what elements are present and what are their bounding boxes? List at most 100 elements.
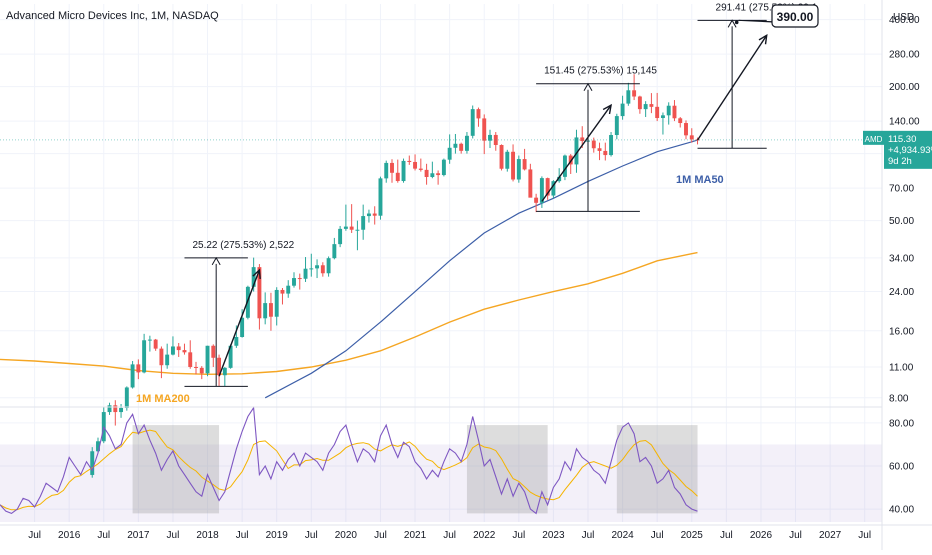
candle [211, 344, 216, 367]
candle [568, 154, 573, 174]
candle-body [217, 357, 222, 376]
rsi-tick-label: 60.00 [889, 462, 914, 473]
candle-body [476, 109, 481, 119]
candle [107, 402, 112, 415]
candle [672, 100, 677, 122]
candle [292, 272, 296, 288]
candle-body [153, 339, 158, 349]
candle-body [539, 178, 544, 203]
candle-body [240, 317, 245, 337]
candle-body [528, 169, 533, 198]
moving-average-group: 1M MA200 1M MA50 [0, 139, 724, 405]
candle-body [522, 159, 527, 170]
candle [643, 101, 648, 118]
candle-body [274, 289, 279, 317]
candle-body [488, 134, 492, 141]
candle [464, 132, 469, 154]
price-tick-label: 11.00 [889, 362, 914, 373]
candle-body [459, 143, 464, 151]
price-tick-label: 200.00 [889, 82, 920, 93]
projection-arrowhead [758, 33, 768, 45]
time-tick-label: 2025 [681, 530, 704, 541]
candle-body [689, 135, 694, 140]
projection-arrow [218, 268, 261, 377]
target-box [771, 4, 819, 28]
candle-body [124, 387, 129, 408]
ma200-line [0, 251, 698, 376]
time-tick-label: 2016 [58, 530, 81, 541]
candle-body [470, 109, 475, 136]
candle-body [326, 258, 331, 274]
candle-body [418, 168, 423, 170]
candle [90, 447, 95, 478]
price-tick-label: 8.00 [889, 393, 909, 404]
time-tick-label: Jul [789, 530, 802, 541]
candle-body [407, 160, 412, 162]
candle-body [268, 303, 273, 317]
rsi-highlight-box [616, 425, 698, 514]
candle [182, 343, 187, 355]
candle-body [447, 147, 452, 160]
candle-body [176, 346, 181, 351]
price-tick-label: 34.00 [889, 253, 914, 264]
candle-body [170, 346, 175, 355]
candle [684, 120, 688, 140]
symbol-tag-label: AMD [865, 135, 883, 144]
candle [597, 142, 602, 161]
candle-body [591, 140, 596, 149]
candle-body [205, 345, 210, 374]
measurement: 151.45 (275.53%) 15,145 [536, 66, 657, 212]
candle-body [222, 367, 227, 376]
time-tick-label: 2020 [335, 530, 358, 541]
candle-body [113, 405, 118, 413]
price-tick-label: 50.00 [889, 216, 914, 227]
candle [165, 343, 170, 369]
candle [689, 128, 694, 143]
drawings-group: 25.22 (275.53%) 2,522 151.45 (275.53%) 15… [184, 2, 819, 387]
candle-body [165, 354, 170, 366]
time-tick-label: 2023 [542, 530, 565, 541]
time-tick-label: Jul [236, 530, 249, 541]
candle-body [130, 364, 135, 388]
time-tick-label: 2026 [750, 530, 773, 541]
rsi-band-group [0, 444, 882, 522]
candle-body [309, 268, 314, 270]
candle [366, 209, 371, 223]
measurement-arrowhead [727, 19, 737, 28]
candle-body [303, 268, 308, 279]
price-tick-label: 400.00 [889, 15, 920, 26]
candle [176, 342, 181, 357]
candle [390, 159, 394, 183]
candle [649, 93, 654, 114]
candle [603, 142, 608, 161]
candle-body [292, 278, 296, 286]
candle [528, 163, 533, 198]
candle [620, 95, 625, 120]
candle-body [430, 173, 435, 178]
candle-body [672, 105, 677, 119]
candle-body [234, 336, 239, 346]
candle-body [511, 151, 516, 180]
candle [303, 257, 308, 282]
price-tick-label: 24.00 [889, 287, 914, 298]
candle-body [343, 226, 348, 229]
candle-body [499, 145, 504, 169]
time-tick-label: 2018 [196, 530, 219, 541]
projection-arrowhead [602, 103, 612, 115]
candle [101, 406, 106, 444]
candle-body [678, 118, 683, 124]
candle [320, 262, 325, 277]
candle [505, 149, 510, 172]
time-tick-label: Jul [374, 530, 387, 541]
time-tick-label: Jul [443, 530, 456, 541]
candle-body [136, 364, 141, 373]
candle [413, 154, 418, 171]
candle-body [159, 348, 164, 366]
candle [441, 158, 446, 177]
candle-body [551, 181, 556, 196]
rsi-background-band [0, 444, 882, 522]
candle [499, 144, 504, 171]
target-dot [734, 20, 739, 25]
price-tick-label: 280.00 [889, 50, 920, 61]
